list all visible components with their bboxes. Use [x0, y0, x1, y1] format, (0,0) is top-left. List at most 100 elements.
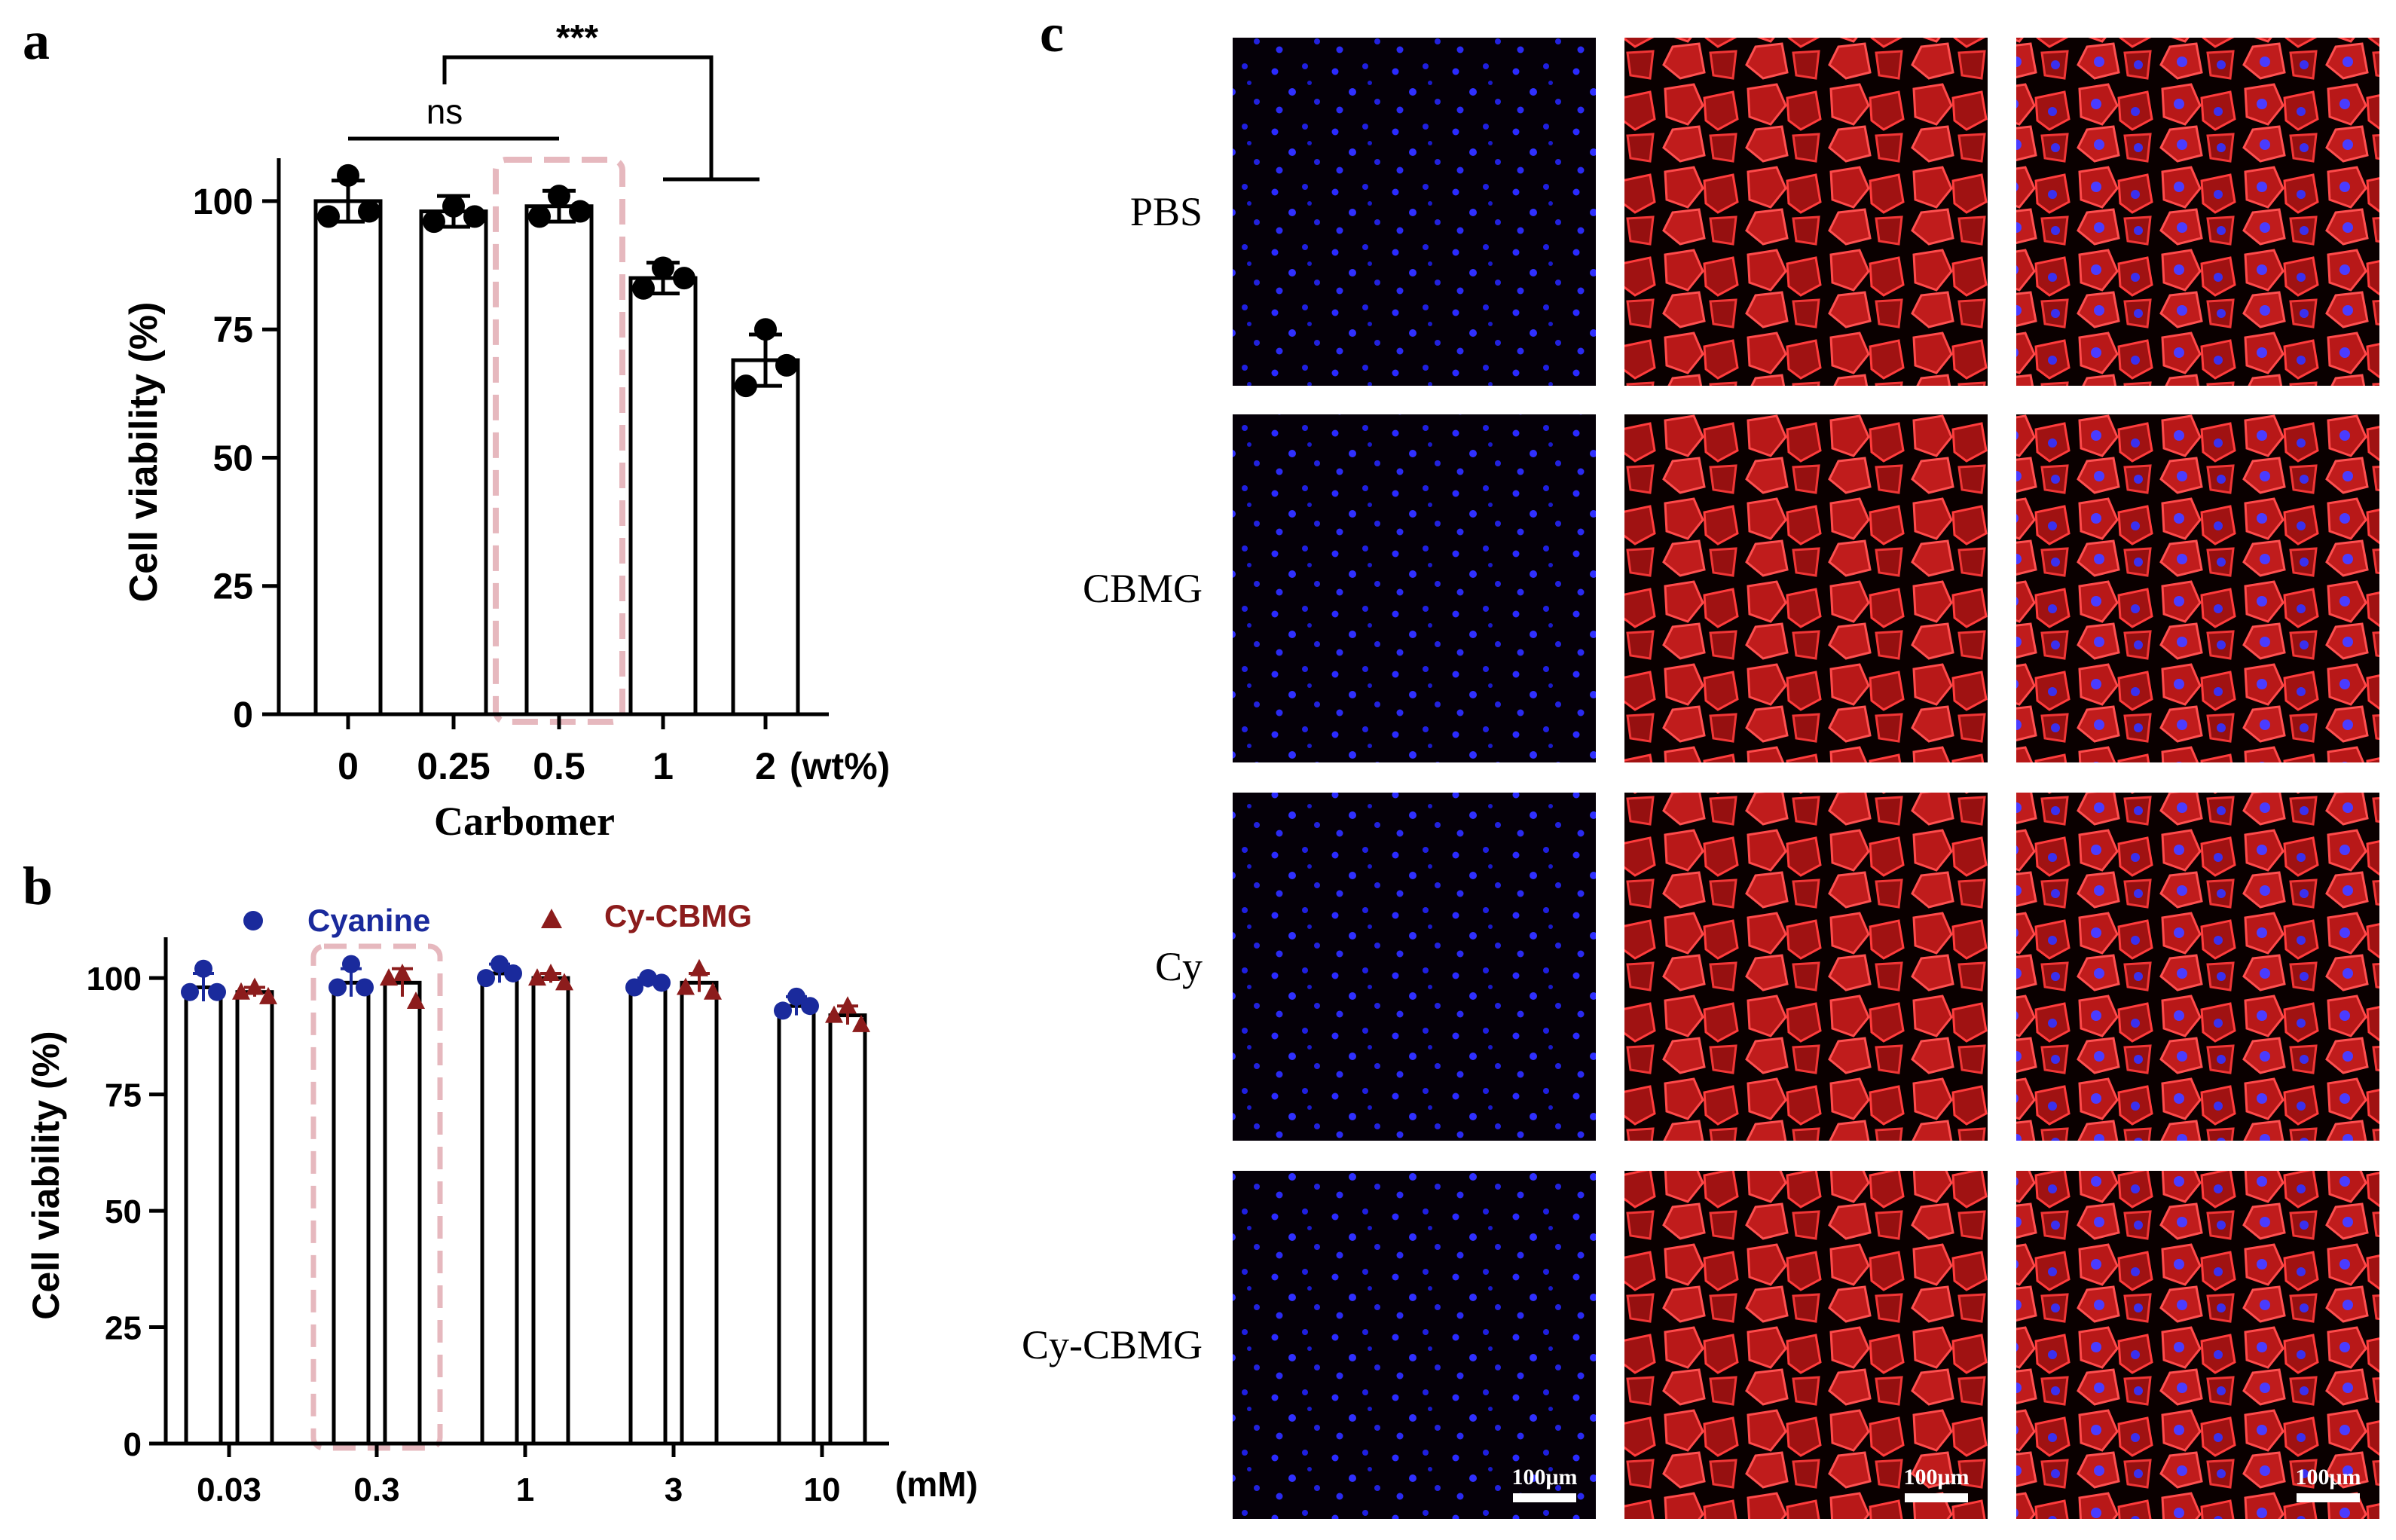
chart-b-point-cy-cbmg	[232, 982, 250, 1000]
chart-a-xtick-label: 2	[755, 745, 776, 787]
chart-a-bar	[313, 199, 383, 717]
micrograph-merge	[2016, 414, 2379, 762]
chart-b-point-cy-cbmg	[528, 968, 546, 986]
chart-a-point	[673, 267, 695, 290]
chart-b-point-cy-cbmg	[259, 986, 277, 1004]
chart-a-point	[358, 200, 380, 223]
chart-a-point	[754, 318, 777, 341]
chart-a-point	[337, 163, 359, 187]
chart-a-point	[632, 277, 655, 300]
chart-b: 0 25 50 75 100 0.03 0.3 1 3 10 Cell viability (%)…	[25, 898, 978, 1508]
chart-a-ylabel: Cell viability (%)	[122, 302, 166, 603]
chart-b-bar	[828, 1013, 867, 1446]
micrograph-nucleus-blue	[1233, 414, 1596, 762]
chart-b-point-cyanine	[491, 955, 509, 973]
chart-a-bar	[524, 204, 594, 717]
chart-a-sig-bracket	[442, 55, 714, 179]
chart-b-point-cyanine	[801, 997, 819, 1016]
chart-b-xtick-label: 0.3	[353, 1471, 399, 1508]
chart-a-xtick-label: 0.25	[417, 745, 490, 787]
chart-a-ytick-label: 50	[213, 438, 253, 478]
scale-bar-label: 100μm	[1512, 1465, 1578, 1490]
chart-b-xtick-label: 1	[516, 1471, 534, 1508]
chart-b-point-cyanine	[356, 978, 374, 997]
chart-a-bar	[419, 209, 488, 717]
chart-b-unit: (mM)	[895, 1465, 978, 1504]
micrograph-merge	[2016, 1171, 2379, 1519]
micrograph-row-label: Cy	[1155, 944, 1203, 989]
scale-bar	[2297, 1493, 2360, 1502]
chart-b-xtick-label: 3	[665, 1471, 683, 1508]
chart-b-ytick-label: 100	[87, 961, 142, 998]
chart-b-point-cy-cbmg	[542, 963, 560, 981]
chart-a-xlabel: Carbomer	[434, 799, 615, 844]
chart-a-sig-label: ***	[556, 18, 598, 58]
chart-a-ytick-label: 75	[213, 310, 253, 350]
chart-a-point	[423, 210, 445, 234]
chart-b-ytick-label: 50	[105, 1193, 142, 1230]
micrograph-row-label: PBS	[1130, 189, 1203, 234]
micrograph-merge	[2016, 793, 2379, 1141]
chart-b-point-cyanine	[652, 973, 671, 992]
chart-b-bar	[628, 980, 668, 1446]
scale-bar	[1905, 1493, 1968, 1502]
chart-a-ytick-label: 25	[213, 567, 253, 607]
chart-b-point-cyanine	[504, 964, 522, 982]
legend-marker-cyanine	[243, 911, 263, 930]
micrograph-merge	[2016, 38, 2379, 386]
micrograph-nucleus-blue	[1233, 38, 1596, 386]
chart-b-ytick-label: 0	[124, 1426, 142, 1463]
chart-b-point-cy-cbmg	[825, 1005, 843, 1023]
micrograph-nucleus-blue	[1233, 793, 1596, 1141]
chart-a: 0 25 50 75 100 0 0.25 0.5 1 2 ns *** Cell viabilit…	[122, 18, 890, 844]
chart-b-point-cy-cbmg	[380, 968, 398, 986]
micrograph-cytoskeleton-red	[1624, 1171, 1988, 1519]
micrograph-cytoskeleton-red	[1624, 793, 1988, 1141]
chart-a-bar	[731, 358, 800, 717]
scale-bar	[1513, 1493, 1576, 1502]
chart-b-point-cyanine	[639, 969, 657, 988]
chart-b-point-cy-cbmg	[407, 992, 425, 1010]
scale-bar-label: 100μm	[2296, 1465, 2361, 1490]
chart-b-point-cyanine	[208, 982, 226, 1001]
legend-label-cy-cbmg: Cy-CBMG	[604, 898, 752, 933]
chart-b-ylabel: Cell viability (%)	[25, 1031, 67, 1319]
chart-a-point	[775, 353, 798, 377]
chart-b-point-cy-cbmg	[690, 958, 708, 976]
chart-b-point-cyanine	[181, 982, 199, 1001]
chart-b-point-cyanine	[329, 978, 347, 997]
chart-a-point	[735, 374, 757, 398]
panel-label-b: b	[23, 856, 53, 916]
chart-b-xtick-label: 10	[804, 1471, 841, 1508]
scale-bar-label: 100μm	[1904, 1465, 1970, 1490]
chart-a-xtick-label: 1	[652, 745, 674, 787]
chart-b-point-cy-cbmg	[839, 996, 857, 1014]
chart-a-point	[548, 185, 570, 208]
chart-a-point	[463, 205, 486, 228]
chart-b-bar	[235, 990, 274, 1446]
chart-b-bar	[680, 980, 719, 1446]
chart-a-unit: (wt%)	[790, 745, 890, 787]
micrograph-cytoskeleton-red	[1624, 414, 1988, 762]
micrograph-nucleus-blue	[1233, 1171, 1596, 1519]
chart-b-bar	[184, 985, 223, 1446]
micrograph-row-label: Cy-CBMG	[1022, 1322, 1203, 1367]
legend-marker-cy-cbmg	[541, 909, 562, 928]
chart-a-xtick-label: 0	[338, 745, 359, 787]
chart-b-bar	[777, 1004, 816, 1446]
chart-b-point-cy-cbmg	[677, 977, 695, 995]
chart-b-point-cy-cbmg	[246, 977, 264, 995]
chart-b-point-cy-cbmg	[852, 1014, 870, 1032]
chart-a-ytick-label: 100	[193, 182, 253, 222]
chart-b-point-cy-cbmg	[393, 963, 411, 981]
panel-label-a: a	[23, 11, 50, 71]
chart-a-point	[442, 194, 465, 218]
chart-b-point-cyanine	[342, 955, 360, 973]
micrograph-cytoskeleton-red	[1624, 38, 1988, 386]
legend-label-cyanine: Cyanine	[307, 903, 430, 938]
chart-b-point-cyanine	[787, 987, 805, 1006]
panel-label-c: c	[1040, 3, 1064, 63]
chart-b-point-cy-cbmg	[555, 973, 573, 991]
chart-a-bar	[628, 276, 698, 717]
